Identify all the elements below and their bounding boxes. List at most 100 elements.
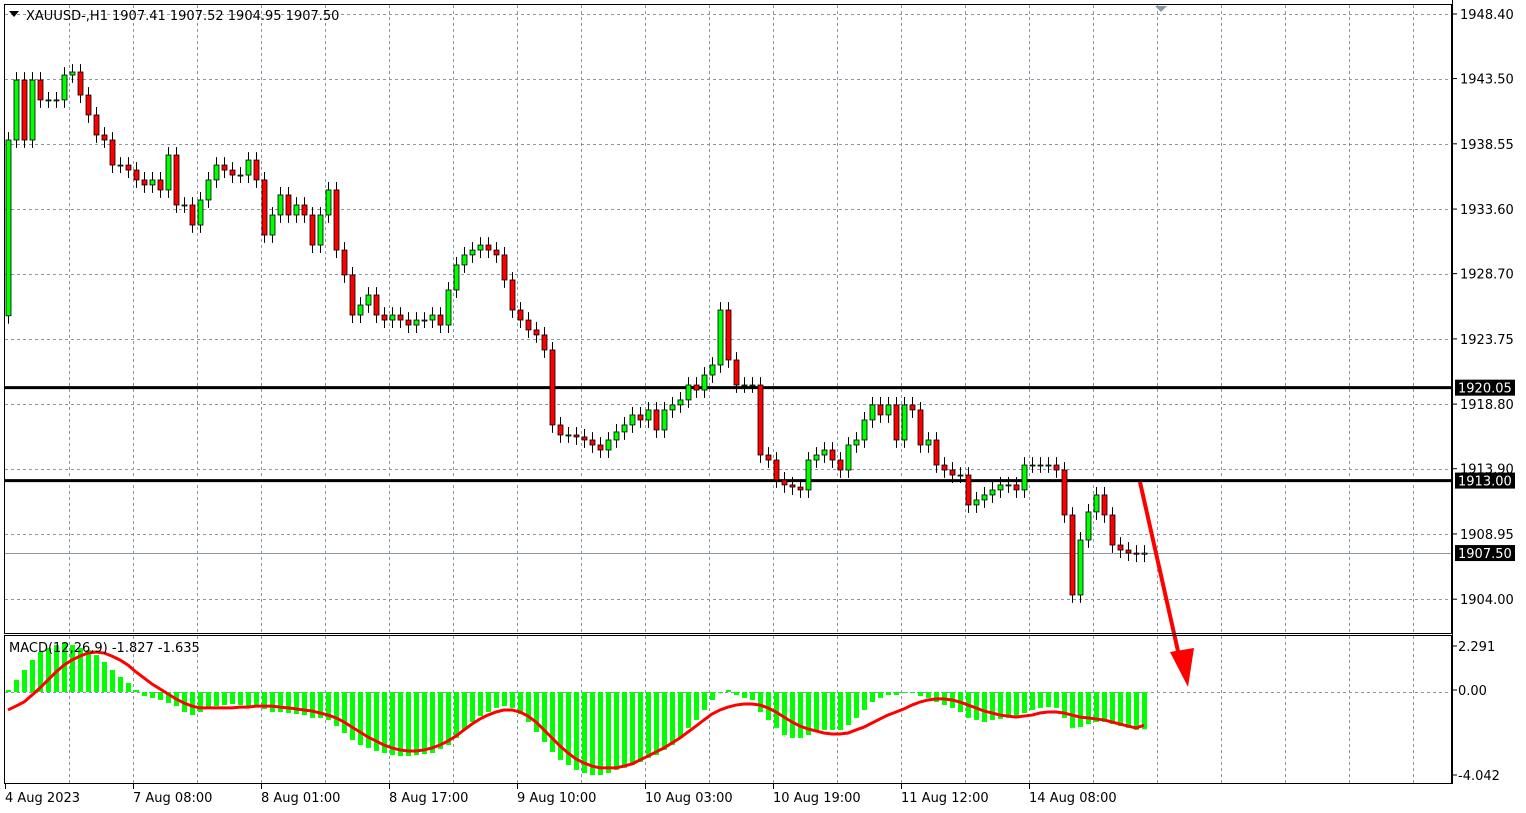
bull-candle-body: [357, 304, 364, 316]
macd-histogram-bar: [126, 683, 131, 692]
bull-candle-body: [925, 439, 932, 446]
bull-candle-body: [237, 174, 244, 177]
chart-shift-marker-icon[interactable]: [1155, 6, 1167, 12]
macd-histogram-bar: [702, 692, 707, 710]
bear-candle-body: [509, 279, 516, 311]
bull-candle-body: [53, 99, 60, 102]
bear-candle-body: [1109, 514, 1116, 546]
macd-histogram-bar: [774, 692, 779, 728]
candle: [301, 197, 308, 223]
macd-histogram-bar: [558, 692, 563, 760]
candle: [1053, 457, 1060, 478]
macd-histogram-bar: [486, 692, 491, 712]
horizontal-levels[interactable]: [5, 386, 1451, 483]
candle: [813, 447, 820, 468]
macd-histogram-bar: [662, 692, 667, 750]
candle: [317, 207, 324, 253]
arrow-head-icon[interactable]: [1170, 648, 1194, 687]
ohlc-readout: 1907.41 1907.52 1904.95 1907.50: [112, 9, 339, 24]
candle: [965, 467, 972, 513]
macd-histogram-bar: [606, 692, 611, 773]
macd-histogram-bar: [470, 692, 475, 722]
macd-histogram-bar: [206, 692, 211, 708]
bull-candle-body: [997, 484, 1004, 491]
price-tag: [1455, 472, 1515, 489]
macd-histogram-bar: [1054, 692, 1059, 708]
bear-candle-body: [637, 414, 644, 421]
bull-candle-body: [989, 489, 996, 496]
macd-histogram-bar: [534, 692, 539, 732]
candle: [741, 377, 748, 393]
candle: [733, 352, 740, 393]
bull-candle-body: [13, 79, 20, 141]
macd-histogram-bar: [566, 692, 571, 766]
x-tick-label: 9 Aug 10:00: [517, 791, 596, 806]
bear-candle-body: [837, 459, 844, 471]
bull-candle-body: [741, 384, 748, 387]
candle: [109, 132, 116, 173]
candle: [949, 462, 956, 483]
bull-candle-body: [181, 204, 188, 207]
macd-histogram-bar: [638, 692, 643, 762]
macd-histogram-bar: [502, 692, 507, 707]
macd-histogram-bar: [270, 692, 275, 712]
candle: [557, 417, 564, 443]
candle: [1077, 532, 1084, 603]
macd-histogram-bar: [766, 692, 771, 720]
bear-candle-body: [789, 484, 796, 488]
macd-histogram-bar: [190, 692, 195, 716]
down-arrow-annotation[interactable]: [1138, 481, 1194, 687]
macd-histogram-bar: [1086, 692, 1091, 725]
macd-histogram-bar: [1070, 692, 1075, 728]
macd-histogram-bar: [974, 692, 979, 720]
arrow-shaft[interactable]: [1138, 481, 1182, 661]
macd-histogram-bar: [854, 692, 859, 718]
macd-histogram-bar: [342, 692, 347, 734]
macd-histogram-bar: [86, 649, 91, 692]
macd-histogram-bar: [150, 692, 155, 698]
dropdown-triangle-icon[interactable]: [9, 11, 19, 17]
x-tick-label: 8 Aug 17:00: [389, 791, 468, 806]
candle: [661, 402, 668, 438]
macd-histogram-bar: [94, 655, 99, 692]
bull-candle-body: [821, 449, 828, 456]
candle: [1045, 457, 1052, 473]
bull-candle-body: [1021, 464, 1028, 491]
price-tag-label: 1907.50: [1458, 547, 1512, 562]
bear-candle-body: [589, 439, 596, 446]
macd-histogram-bar: [222, 692, 227, 706]
bear-candle-body: [533, 329, 540, 336]
bull-candle-body: [981, 494, 988, 501]
candle: [885, 397, 892, 423]
macd-histogram-bar: [686, 692, 691, 728]
bear-candle-body: [21, 79, 28, 141]
candle: [253, 152, 260, 188]
macd-histogram-bar: [310, 692, 315, 718]
macd-histogram-bar: [62, 643, 67, 692]
macd-histogram-bar: [718, 692, 723, 693]
bull-candle-body: [149, 179, 156, 186]
bull-candle-body: [565, 434, 572, 437]
candle: [485, 237, 492, 258]
macd-histogram-bar: [302, 692, 307, 716]
bear-candle-body: [309, 214, 316, 246]
macd-label: MACD(12,26,9) -1.827 -1.635: [9, 641, 200, 656]
candle: [397, 307, 404, 328]
candle: [1037, 457, 1044, 473]
macd-histogram-bar: [134, 689, 139, 692]
y-tick-label: 1948.40: [1460, 8, 1514, 23]
bull-candle-body: [613, 431, 620, 441]
macd-histogram-bar: [1022, 692, 1027, 714]
bull-candle-body: [885, 404, 892, 416]
candle: [925, 432, 932, 453]
candle: [365, 287, 372, 313]
bull-candle-body: [389, 314, 396, 321]
candle: [349, 267, 356, 323]
price-pane-border: [4, 4, 1452, 634]
candle: [445, 282, 452, 333]
bear-candle-body: [349, 274, 356, 316]
macd-histogram-bar: [366, 692, 371, 748]
macd-histogram-bar: [1142, 692, 1147, 730]
candle: [413, 312, 420, 333]
